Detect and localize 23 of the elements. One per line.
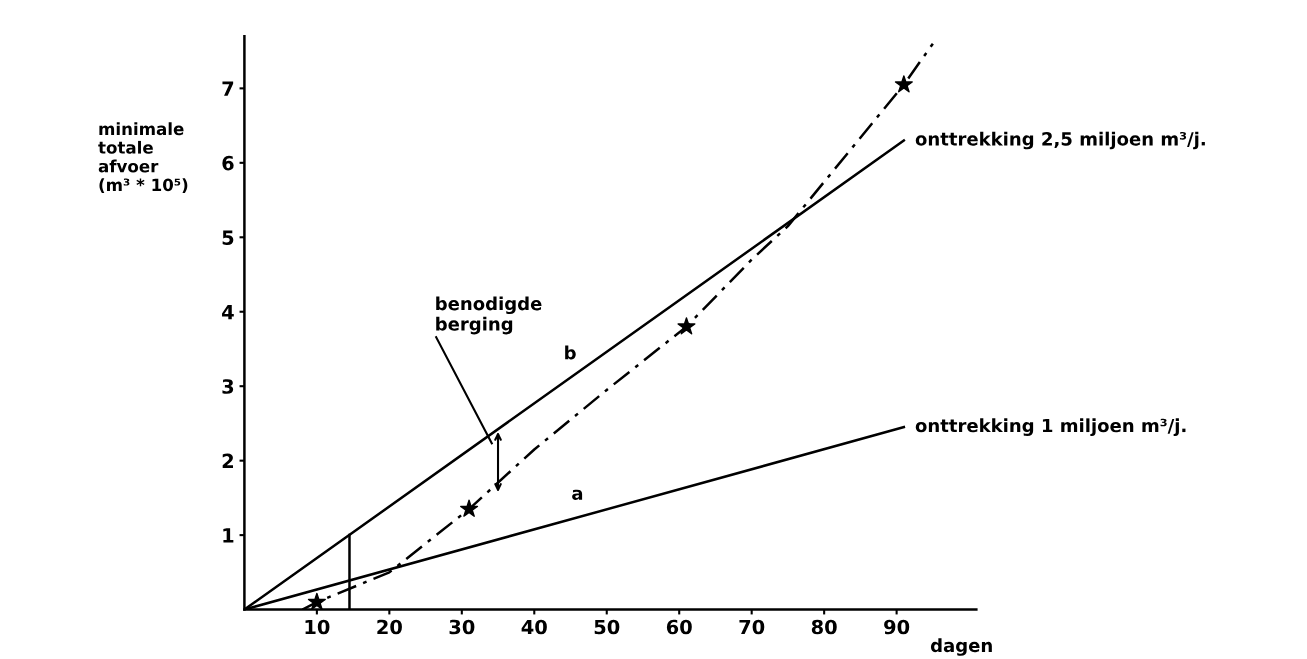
annotation: benodigde berging [436,296,542,335]
x-tick-label: 90 [884,619,910,635]
y-tick-label: 2 [222,453,233,469]
x-tick-label: 80 [811,619,837,635]
x-tick-label: 70 [739,619,765,635]
x-tick-label: 60 [666,619,692,635]
y-axis-title: minimale totale afvoer (m³ * 10⁵) [98,122,188,194]
series-label: onttrekking 2,5 miljoen m³/j. [915,131,1205,150]
x-tick-label: 40 [521,619,547,635]
x-tick-label: 30 [449,619,475,635]
annotation: b [565,345,576,360]
y-tick-label: 7 [222,81,234,96]
x-tick-label: 50 [594,619,620,635]
y-tick-label: 5 [222,230,234,245]
y-tick-label: 1 [223,528,234,543]
annotation: a [572,489,583,501]
y-tick-label: 3 [222,379,234,394]
x-tick-label: 10 [305,619,330,635]
y-tick-label: 6 [222,155,234,171]
x-axis-title: dagen [930,638,992,656]
y-tick-label: 4 [222,304,234,320]
x-tick-label: 20 [377,619,402,635]
series-label: onttrekking 1 miljoen m³/j. [915,418,1186,436]
